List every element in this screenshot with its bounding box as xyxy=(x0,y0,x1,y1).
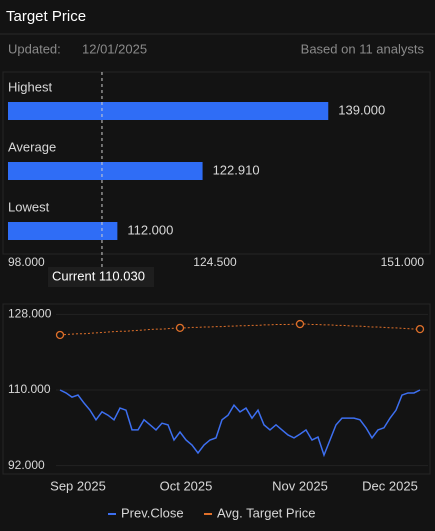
updated-label: Updated: xyxy=(8,41,61,56)
y-tick-label: 92.000 xyxy=(8,458,45,472)
legend-label: Avg. Target Price xyxy=(217,505,316,520)
price-line xyxy=(59,389,421,458)
bar-value-label: 122.910 xyxy=(213,162,260,177)
title: Target Price xyxy=(6,8,86,25)
x-tick-label: 124.500 xyxy=(193,255,237,269)
avg-target-marker xyxy=(55,330,65,340)
x-tick-label: Sep 2025 xyxy=(50,478,106,493)
bar-category: Highest xyxy=(8,79,52,94)
bar-category: Lowest xyxy=(8,199,50,214)
x-tick-label: 151.000 xyxy=(381,255,425,269)
x-tick-label: 98.000 xyxy=(8,255,45,269)
y-tick-label: 110.000 xyxy=(8,382,51,396)
x-tick-label: Nov 2025 xyxy=(272,478,328,493)
bar xyxy=(8,102,329,120)
current-label: Current 110.030 xyxy=(52,268,145,283)
current-box xyxy=(47,267,154,287)
bar-value-label: 139.000 xyxy=(338,102,385,117)
bar-frame xyxy=(2,71,431,255)
bar xyxy=(8,162,203,180)
legend-label: Prev.Close xyxy=(121,505,184,520)
avg-target-marker xyxy=(415,324,425,334)
avg-target-line xyxy=(59,323,420,336)
avg-target-marker xyxy=(175,323,185,332)
updated-date: 12/01/2025 xyxy=(82,41,147,56)
analysts: Based on 11 analysts xyxy=(301,41,425,56)
x-tick-label: Oct 2025 xyxy=(160,478,213,493)
avg-target-marker xyxy=(295,319,305,329)
bar-category: Average xyxy=(8,139,56,154)
bar-value-label: 112.000 xyxy=(127,222,173,237)
line-frame xyxy=(2,303,431,475)
bar xyxy=(8,222,118,240)
x-tick-label: Dec 2025 xyxy=(362,478,418,493)
y-tick-label: 128.000 xyxy=(8,307,52,321)
